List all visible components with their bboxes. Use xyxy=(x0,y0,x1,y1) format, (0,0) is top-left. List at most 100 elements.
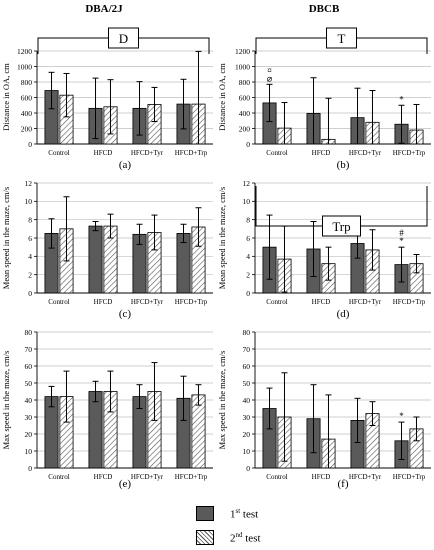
panel-a-ytick-label: 600 xyxy=(21,93,33,102)
panel-f-ytick-label: 50 xyxy=(243,379,251,388)
panel-d-ytick-label: 0 xyxy=(246,289,250,298)
panel-f-ylabel: Max speed in the maze, cm/s xyxy=(217,351,227,450)
panel-b-category-label: Control xyxy=(266,149,287,157)
panel-d-significance-mark: # xyxy=(399,228,404,238)
panel-d-significance-mark: * xyxy=(399,236,404,246)
panel-a-bracket-box xyxy=(108,27,139,49)
panel-f-ytick-label: 70 xyxy=(243,345,251,354)
panel-b-ytick-label: 1200 xyxy=(235,47,250,56)
panel-b-significance-mark: ⌀ xyxy=(267,73,273,83)
legend-swatch-test2 xyxy=(196,530,214,545)
panel-a-ytick-label: 1200 xyxy=(17,47,32,56)
panel-a-ytick-label: 200 xyxy=(21,124,33,133)
panel-e-ytick-label: 50 xyxy=(25,379,33,388)
panel-d-ytick-label: 4 xyxy=(246,252,250,261)
panel-e-category-label: HFCD xyxy=(94,473,113,481)
panel-b-ytick-label: 1000 xyxy=(235,62,250,71)
panel-e-label: (e) xyxy=(119,478,132,490)
panel-b-ytick-label: 600 xyxy=(239,93,251,102)
panel-c-ytick-label: 12 xyxy=(25,179,33,188)
panel-e-ytick-label: 60 xyxy=(25,362,33,371)
panel-c-ylabel: Mean speed in the maze, cm/s xyxy=(1,187,11,289)
panel-e-ytick-label: 30 xyxy=(25,413,33,422)
panel-c-ytick-label: 2 xyxy=(28,270,32,279)
panel-a-ylabel: Distance in OA, cm xyxy=(1,63,11,131)
panel-f-category-label: Control xyxy=(266,473,287,481)
panel-d-category-label: HFCD xyxy=(312,298,331,306)
panel-e-ytick-label: 40 xyxy=(25,396,33,405)
panel-c-ytick-label: 4 xyxy=(28,252,32,261)
panel-c-category-label: HFCD+Tyr xyxy=(131,298,164,306)
panel-e-bar-test2 xyxy=(191,394,206,469)
panel-d-label: (d) xyxy=(337,308,350,320)
panel-f-label: (f) xyxy=(338,478,349,490)
panel-f-ytick-label: 60 xyxy=(243,362,251,371)
panel-a-category-label: HFCD+Tyr xyxy=(131,149,164,157)
panel-e-category-label: Control xyxy=(48,473,69,481)
panel-d-category-label: Control xyxy=(266,298,287,306)
panel-c-category-label: Control xyxy=(48,298,69,306)
panel-b-bracket-box xyxy=(326,27,357,49)
panel-b-category-label: HFCD xyxy=(312,149,331,157)
legend-label-test1: 1st test xyxy=(230,507,259,521)
panel-b-category-label: HFCD+Trp xyxy=(393,149,426,157)
panel-f-ytick-label: 0 xyxy=(246,464,250,473)
panel-c-ytick-label: 6 xyxy=(28,234,32,243)
panel-d-bracket-label: Trp xyxy=(332,219,350,234)
panel-e-ylabel: Max speed in the maze, cm/s xyxy=(1,351,11,450)
panel-e-bar-test1 xyxy=(88,391,103,469)
panel-e-ytick-label: 20 xyxy=(25,430,33,439)
panel-e-category-label: HFCD+Tyr xyxy=(131,473,164,481)
panel-f-ytick-label: 80 xyxy=(243,328,251,337)
panel-c-ytick-label: 10 xyxy=(25,197,33,206)
panel-f-ytick-label: 30 xyxy=(243,413,251,422)
panel-b-ytick-label: 200 xyxy=(239,124,251,133)
panel-a-ytick-label: 1000 xyxy=(17,62,32,71)
panel-c-bar-test1 xyxy=(88,225,103,294)
panel-d-ytick-label: 8 xyxy=(246,215,250,224)
panel-d-category-label: HFCD+Tyr xyxy=(349,298,382,306)
panel-c-ytick-label: 8 xyxy=(28,215,32,224)
panel-a-ytick-label: 0 xyxy=(28,140,32,149)
legend-swatch-test1 xyxy=(196,506,214,521)
panel-a-label: (a) xyxy=(119,159,132,171)
panel-c-category-label: HFCD xyxy=(94,298,113,306)
header-right: DBCB xyxy=(308,3,340,15)
panel-a-category-label: HFCD+Trp xyxy=(175,149,208,157)
panel-f-category-label: HFCD+Tyr xyxy=(349,473,382,481)
panel-e-bar-test1 xyxy=(44,396,59,469)
panel-f-category-label: HFCD xyxy=(312,473,331,481)
panel-d-bracket-box xyxy=(322,215,361,237)
panel-f-ytick-label: 20 xyxy=(243,430,251,439)
panel-f-ytick-label: 40 xyxy=(243,396,251,405)
panel-a-ytick-label: 800 xyxy=(21,78,33,87)
panel-d-ytick-label: 6 xyxy=(246,234,250,243)
panel-b-significance-mark: ¤ xyxy=(267,65,272,75)
panel-b-ylabel: Distance in OA, cm xyxy=(217,63,227,131)
panel-d-ytick-label: 10 xyxy=(243,197,251,206)
panel-e-category-label: HFCD+Trp xyxy=(175,473,208,481)
panel-d-ytick-label: 12 xyxy=(243,179,251,188)
panel-d-category-label: HFCD+Trp xyxy=(393,298,426,306)
panel-e-ytick-label: 0 xyxy=(28,464,32,473)
panel-b-category-label: HFCD+Tyr xyxy=(349,149,382,157)
header-left: DBA/2J xyxy=(85,3,123,15)
panel-f-category-label: HFCD+Trp xyxy=(393,473,426,481)
panel-f-ytick-label: 10 xyxy=(243,447,251,456)
panel-e-ytick-label: 80 xyxy=(25,328,33,337)
panel-b-significance-mark: * xyxy=(399,94,404,104)
panel-e-ytick-label: 70 xyxy=(25,345,33,354)
panel-c-category-label: HFCD+Trp xyxy=(175,298,208,306)
panel-d-ylabel: Mean speed in the maze, cm/s xyxy=(217,187,227,289)
panel-b-label: (b) xyxy=(337,159,350,171)
legend-label-test2: 2nd test xyxy=(230,531,261,545)
panel-a-category-label: HFCD xyxy=(94,149,113,157)
panel-d-ytick-label: 2 xyxy=(246,270,250,279)
panel-b-bracket-label: T xyxy=(338,31,346,46)
panel-c-ytick-label: 0 xyxy=(28,289,32,298)
panel-a-bracket-label: D xyxy=(119,31,128,46)
panel-e-ytick-label: 10 xyxy=(25,447,33,456)
panel-a-ytick-label: 400 xyxy=(21,109,33,118)
panel-b-ytick-label: 0 xyxy=(246,140,250,149)
